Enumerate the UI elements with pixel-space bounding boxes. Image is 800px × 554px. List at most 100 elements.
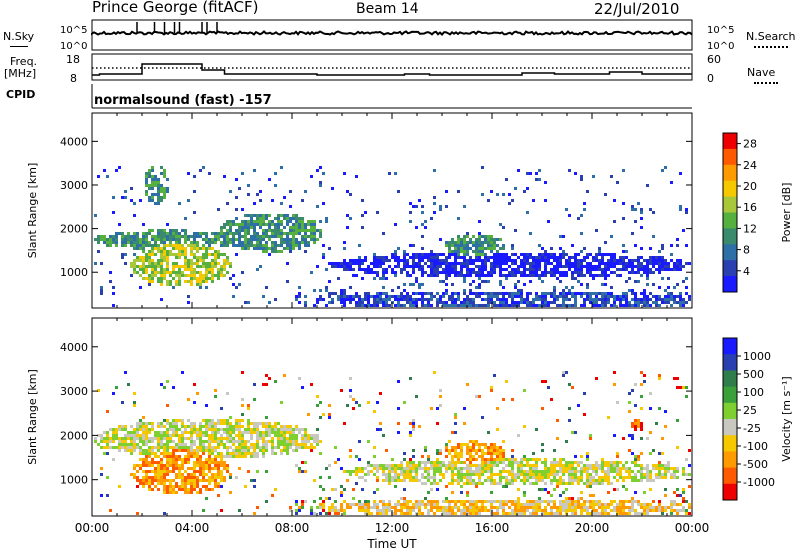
data-cell bbox=[634, 280, 637, 283]
data-cell bbox=[523, 271, 526, 274]
data-cell bbox=[133, 440, 136, 443]
data-cell bbox=[562, 458, 565, 461]
data-cell bbox=[100, 235, 103, 238]
data-cell bbox=[442, 295, 445, 298]
data-cell bbox=[607, 461, 610, 464]
data-cell bbox=[340, 262, 343, 265]
data-cell bbox=[145, 172, 148, 175]
data-cell bbox=[673, 476, 676, 479]
data-cell bbox=[490, 449, 493, 452]
data-cell bbox=[595, 229, 598, 232]
data-cell bbox=[175, 265, 178, 268]
data-cell bbox=[406, 512, 409, 515]
data-cell bbox=[412, 479, 415, 482]
data-cell bbox=[478, 476, 481, 479]
data-cell bbox=[520, 503, 523, 506]
data-cell bbox=[616, 298, 619, 301]
data-cell bbox=[358, 404, 361, 407]
data-cell bbox=[478, 446, 481, 449]
data-cell bbox=[661, 476, 664, 479]
data-cell bbox=[229, 232, 232, 235]
data-cell bbox=[523, 494, 526, 497]
data-cell bbox=[184, 449, 187, 452]
data-cell bbox=[499, 506, 502, 509]
data-cell bbox=[457, 455, 460, 458]
data-cell bbox=[196, 235, 199, 238]
data-cell bbox=[538, 509, 541, 512]
data-cell bbox=[493, 268, 496, 271]
data-cell bbox=[472, 506, 475, 509]
colorbar-tick-label: 1000 bbox=[743, 350, 771, 363]
data-cell bbox=[211, 268, 214, 271]
data-cell bbox=[433, 500, 436, 503]
data-cell bbox=[490, 479, 493, 482]
data-cell bbox=[175, 491, 178, 494]
data-cell bbox=[211, 479, 214, 482]
y-tick-label: 1000 bbox=[60, 474, 88, 487]
data-cell bbox=[130, 425, 133, 428]
data-cell bbox=[190, 431, 193, 434]
data-cell bbox=[136, 470, 139, 473]
data-cell bbox=[493, 473, 496, 476]
data-cell bbox=[598, 253, 601, 256]
data-cell bbox=[604, 241, 607, 244]
data-cell bbox=[157, 476, 160, 479]
data-cell bbox=[460, 509, 463, 512]
data-cell bbox=[265, 223, 268, 226]
data-cell bbox=[610, 509, 613, 512]
data-cell bbox=[415, 500, 418, 503]
data-cell bbox=[283, 247, 286, 250]
data-cell bbox=[253, 169, 256, 172]
data-cell bbox=[367, 298, 370, 301]
data-cell bbox=[229, 473, 232, 476]
data-cell bbox=[520, 470, 523, 473]
data-cell bbox=[373, 256, 376, 259]
data-cell bbox=[103, 437, 106, 440]
data-cell bbox=[259, 199, 262, 202]
data-cell bbox=[658, 256, 661, 259]
data-cell bbox=[121, 437, 124, 440]
data-cell bbox=[145, 464, 148, 467]
data-cell bbox=[544, 488, 547, 491]
data-cell bbox=[487, 247, 490, 250]
data-cell bbox=[658, 473, 661, 476]
data-cell bbox=[172, 268, 175, 271]
data-cell bbox=[313, 235, 316, 238]
data-cell bbox=[472, 500, 475, 503]
data-cell bbox=[214, 461, 217, 464]
data-cell bbox=[406, 503, 409, 506]
data-cell bbox=[538, 277, 541, 280]
data-cell bbox=[526, 187, 529, 190]
data-cell bbox=[175, 247, 178, 250]
data-cell bbox=[529, 172, 532, 175]
data-cell bbox=[538, 298, 541, 301]
data-cell bbox=[637, 464, 640, 467]
data-cell bbox=[610, 271, 613, 274]
data-cell bbox=[178, 419, 181, 422]
data-cell bbox=[289, 205, 292, 208]
data-cell bbox=[604, 301, 607, 304]
data-cell bbox=[142, 449, 145, 452]
data-cell bbox=[121, 401, 124, 404]
data-cell bbox=[403, 268, 406, 271]
data-cell bbox=[427, 509, 430, 512]
data-cell bbox=[157, 455, 160, 458]
data-cell bbox=[247, 452, 250, 455]
data-cell bbox=[421, 259, 424, 262]
data-cell bbox=[544, 500, 547, 503]
data-cell bbox=[448, 268, 451, 271]
data-cell bbox=[190, 425, 193, 428]
data-cell bbox=[178, 446, 181, 449]
data-cell bbox=[367, 500, 370, 503]
data-cell bbox=[406, 500, 409, 503]
data-cell bbox=[133, 404, 136, 407]
data-cell bbox=[244, 452, 247, 455]
data-cell bbox=[229, 425, 232, 428]
data-cell bbox=[319, 401, 322, 404]
data-cell bbox=[532, 256, 535, 259]
data-cell bbox=[469, 268, 472, 271]
data-cell bbox=[229, 262, 232, 265]
data-cell bbox=[580, 250, 583, 253]
data-cell bbox=[667, 292, 670, 295]
data-cell bbox=[166, 473, 169, 476]
